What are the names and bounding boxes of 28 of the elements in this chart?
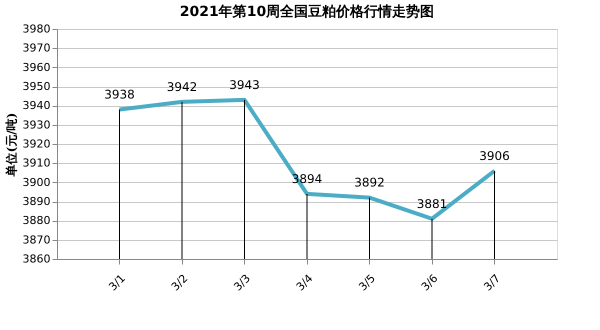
y-tick-label: 3870 (22, 233, 50, 246)
x-tick-label: 3/5 (356, 272, 378, 294)
x-tick-label: 3/7 (481, 272, 503, 294)
y-tick-label: 3960 (22, 60, 50, 74)
y-tick-label: 3950 (22, 80, 50, 93)
y-tick-label: 3920 (22, 138, 50, 150)
y-axis-title: 单位(元/吨) (4, 112, 19, 178)
y-tick-label: 3930 (22, 118, 50, 132)
data-label: 3892 (354, 176, 385, 190)
x-tick-label: 3/1 (106, 272, 128, 294)
x-tick-label: 3/2 (168, 272, 190, 294)
y-tick-label: 3980 (22, 22, 50, 36)
y-tick-label: 3880 (22, 214, 50, 228)
data-label: 3943 (229, 78, 260, 92)
data-label: 3881 (416, 196, 448, 211)
y-tick-label: 3900 (22, 176, 50, 189)
y-tick-label: 3890 (22, 195, 50, 208)
y-tick-label: 3910 (22, 156, 50, 170)
y-tick-label: 3860 (22, 252, 50, 266)
x-tick-label: 3/4 (294, 272, 316, 294)
x-tick-label: 3/3 (231, 272, 253, 294)
x-tick-label: 3/6 (418, 272, 440, 294)
data-label: 3906 (479, 148, 510, 163)
data-label: 3938 (104, 88, 135, 102)
data-label: 3942 (166, 80, 198, 94)
y-tick-label: 3940 (22, 99, 50, 112)
chart-title: 2021年第10周全国豆粕价格行情走势图 (180, 4, 434, 20)
y-tick-label: 3970 (22, 42, 50, 55)
